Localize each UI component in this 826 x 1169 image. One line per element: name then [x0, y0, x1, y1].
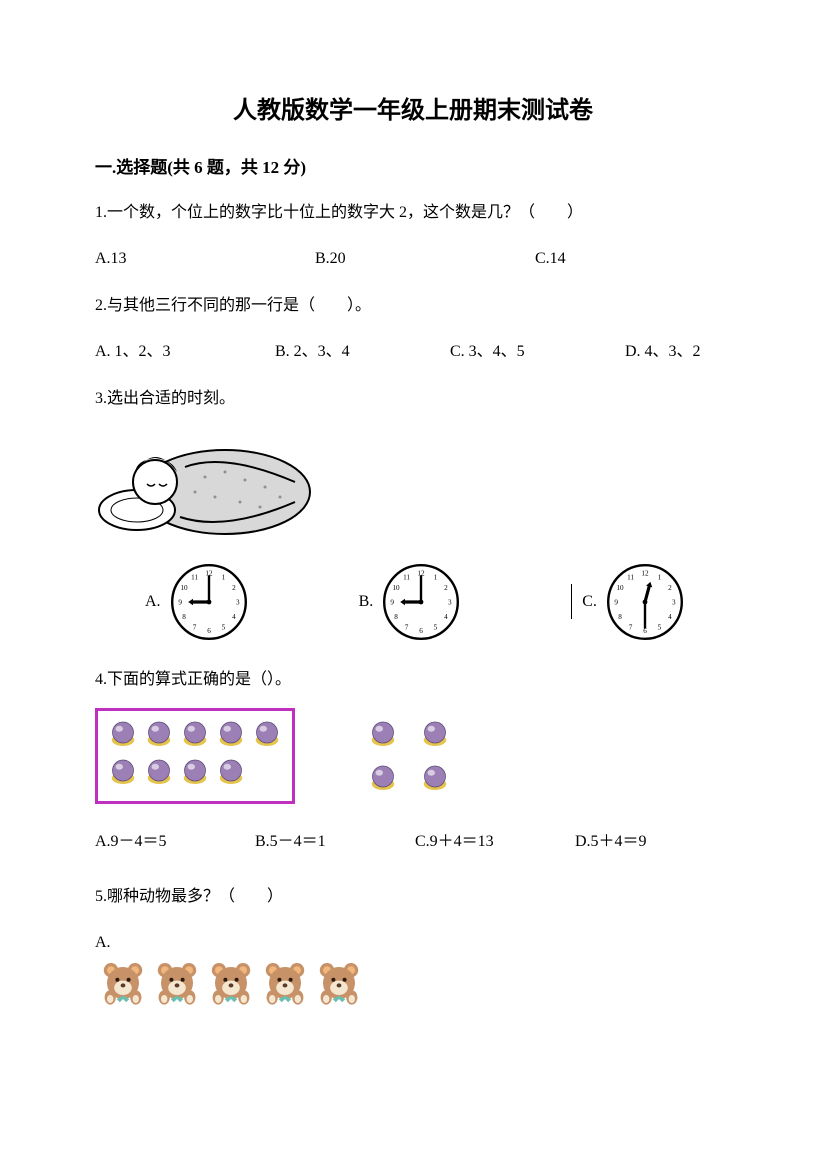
svg-text:4: 4 [668, 613, 672, 621]
q2-opt-a[interactable]: A. 1、2、3 [95, 339, 275, 365]
svg-text:11: 11 [191, 573, 198, 581]
ball-icon [368, 763, 398, 793]
svg-text:3: 3 [448, 598, 452, 606]
ball-icon [216, 719, 246, 749]
q4-opt-b[interactable]: B.5－4＝1 [255, 829, 415, 855]
q3-clock-options: A. 123456789101112 B. 123456789101112 C.… [145, 562, 731, 642]
svg-text:8: 8 [394, 613, 398, 621]
q3-opt-b[interactable]: B. 123456789101112 [359, 562, 462, 642]
q4-opt-a[interactable]: A.9－4＝5 [95, 829, 255, 855]
question-2: 2.与其他三行不同的那一行是（ ）。 A. 1、2、3 B. 2、3、4 C. … [95, 293, 731, 364]
ball-icon [420, 719, 450, 749]
svg-text:2: 2 [444, 584, 448, 592]
q1-opt-a[interactable]: A.13 [95, 246, 315, 272]
clock-icon: 123456789101112 [605, 562, 685, 642]
q2-text: 2.与其他三行不同的那一行是（ ）。 [95, 293, 731, 319]
ball-group-2 [355, 708, 463, 804]
svg-text:10: 10 [616, 584, 624, 592]
svg-text:5: 5 [221, 623, 225, 631]
svg-text:12: 12 [641, 570, 649, 578]
q2-opt-b[interactable]: B. 2、3、4 [275, 339, 450, 365]
svg-text:9: 9 [391, 598, 395, 606]
clock-icon: 123456789101112 [169, 562, 249, 642]
svg-text:6: 6 [207, 627, 211, 635]
q4-opt-c[interactable]: C.9＋4＝13 [415, 829, 575, 855]
ball-icon [180, 757, 210, 787]
bear-icon [315, 959, 363, 1007]
q4-text: 4.下面的算式正确的是（）。 [95, 667, 731, 693]
q4-options: A.9－4＝5 B.5－4＝1 C.9＋4＝13 D.5＋4＝9 [95, 829, 731, 855]
bear-icon [261, 959, 309, 1007]
svg-text:6: 6 [419, 627, 423, 635]
question-4: 4.下面的算式正确的是（）。 [95, 667, 731, 854]
q1-options: A.13 B.20 C.14 [95, 246, 731, 272]
ball-icon [420, 763, 450, 793]
clock-icon: 123456789101112 [381, 562, 461, 642]
separator [571, 584, 572, 619]
svg-text:4: 4 [232, 613, 236, 621]
svg-text:2: 2 [668, 584, 672, 592]
svg-text:3: 3 [236, 598, 240, 606]
q1-opt-c[interactable]: C.14 [535, 246, 566, 272]
svg-text:1: 1 [658, 573, 662, 581]
q2-opt-d[interactable]: D. 4、3、2 [625, 339, 701, 365]
ball-icon [180, 719, 210, 749]
q3-label-b: B. [359, 589, 374, 615]
svg-text:10: 10 [180, 584, 188, 592]
svg-text:2: 2 [232, 584, 236, 592]
q4-images [95, 708, 731, 804]
svg-text:1: 1 [434, 573, 438, 581]
q2-opt-c[interactable]: C. 3、4、5 [450, 339, 625, 365]
q5-text: 5.哪种动物最多？（ ） [95, 884, 731, 910]
question-5: 5.哪种动物最多？（ ） A. [95, 884, 731, 1007]
q3-label-c: C. [582, 589, 597, 615]
question-1: 1.一个数，个位上的数字比十位上的数字大 2，这个数是几？（ ） A.13 B.… [95, 200, 731, 271]
ball-icon [108, 757, 138, 787]
svg-text:9: 9 [614, 598, 618, 606]
svg-text:4: 4 [444, 613, 448, 621]
bears-row [99, 959, 731, 1007]
ball-icon [144, 757, 174, 787]
q2-options: A. 1、2、3 B. 2、3、4 C. 3、4、5 D. 4、3、2 [95, 339, 731, 365]
svg-text:5: 5 [434, 623, 438, 631]
q5-opt-a[interactable]: A. [95, 930, 731, 1008]
bear-icon [207, 959, 255, 1007]
sleeping-child-image [95, 422, 315, 542]
section-header: 一.选择题(共 6 题，共 12 分) [95, 153, 731, 178]
q3-text: 3.选出合适的时刻。 [95, 386, 731, 412]
q4-opt-d[interactable]: D.5＋4＝9 [575, 829, 735, 855]
svg-text:5: 5 [658, 623, 662, 631]
ball-icon [144, 719, 174, 749]
ball-icon [368, 719, 398, 749]
page-title: 人教版数学一年级上册期末测试卷 [95, 90, 731, 125]
svg-text:1: 1 [221, 573, 225, 581]
q1-opt-b[interactable]: B.20 [315, 246, 535, 272]
q5-label-a: A. [95, 930, 731, 956]
svg-text:10: 10 [393, 584, 401, 592]
svg-text:8: 8 [182, 613, 186, 621]
ball-icon [252, 719, 282, 749]
ball-group-1 [95, 708, 295, 804]
q1-text: 1.一个数，个位上的数字比十位上的数字大 2，这个数是几？（ ） [95, 200, 731, 226]
svg-text:7: 7 [629, 623, 633, 631]
ball-icon [108, 719, 138, 749]
q3-opt-a[interactable]: A. 123456789101112 [145, 562, 249, 642]
q3-label-a: A. [145, 589, 161, 615]
svg-text:11: 11 [627, 573, 634, 581]
svg-text:8: 8 [618, 613, 622, 621]
svg-text:3: 3 [672, 598, 676, 606]
svg-text:11: 11 [403, 573, 410, 581]
svg-text:9: 9 [178, 598, 182, 606]
svg-text:7: 7 [405, 623, 409, 631]
question-3: 3.选出合适的时刻。 A. [95, 386, 731, 642]
q3-opt-c[interactable]: C. 123456789101112 [571, 562, 685, 642]
bear-icon [153, 959, 201, 1007]
ball-icon [216, 757, 246, 787]
bear-icon [99, 959, 147, 1007]
svg-text:7: 7 [192, 623, 196, 631]
